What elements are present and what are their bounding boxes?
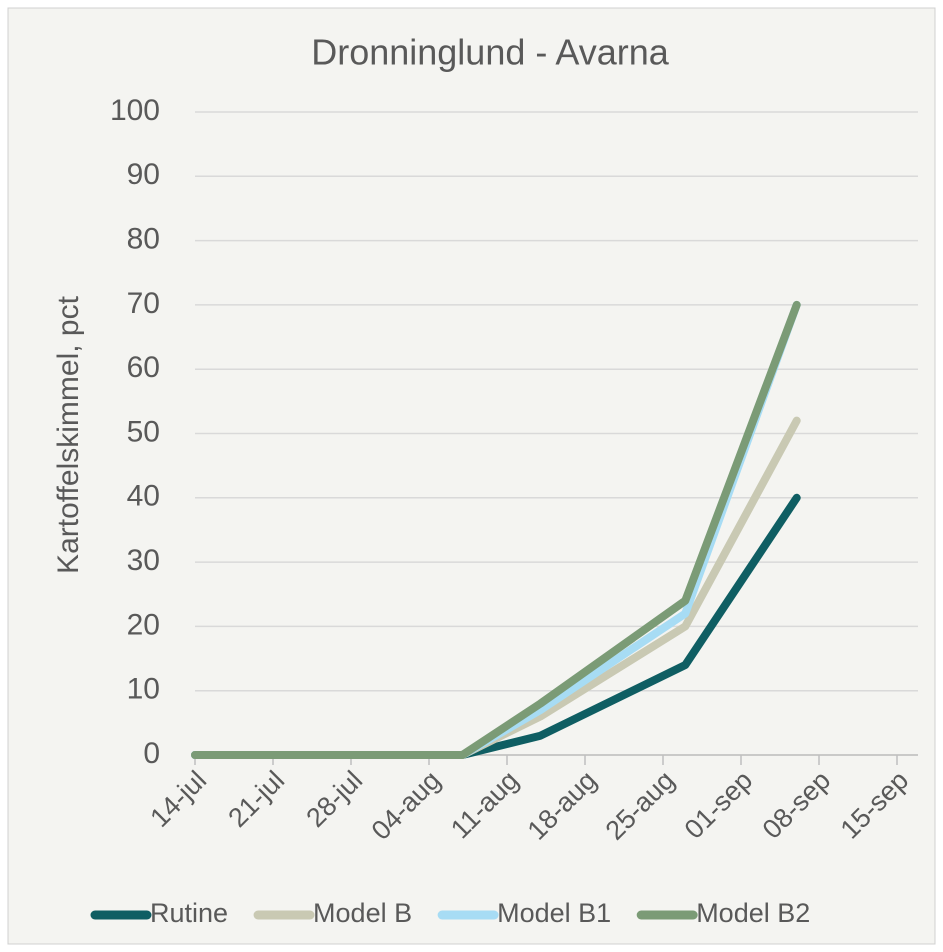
y-tick-label: 90	[127, 158, 160, 191]
y-tick-label: 40	[127, 480, 160, 513]
y-tick-label: 10	[127, 673, 160, 706]
legend-label: Rutine	[150, 898, 228, 928]
legend-label: Model B2	[696, 898, 810, 928]
chart-background	[7, 7, 936, 945]
y-tick-label: 30	[127, 544, 160, 577]
y-tick-label: 60	[127, 351, 160, 384]
legend-label: Model B1	[497, 898, 611, 928]
y-axis-label: Kartoffelskimmel, pct	[52, 295, 85, 574]
y-tick-label: 50	[127, 415, 160, 448]
y-tick-label: 80	[127, 223, 160, 256]
y-tick-label: 70	[127, 287, 160, 320]
line-series	[191, 300, 801, 759]
chart-title: Dronninglund - Avarna	[311, 32, 670, 73]
y-tick-label: 0	[143, 737, 160, 770]
y-tick-label: 100	[110, 94, 160, 127]
y-tick-label: 20	[127, 608, 160, 641]
legend-label: Model B	[313, 898, 412, 928]
